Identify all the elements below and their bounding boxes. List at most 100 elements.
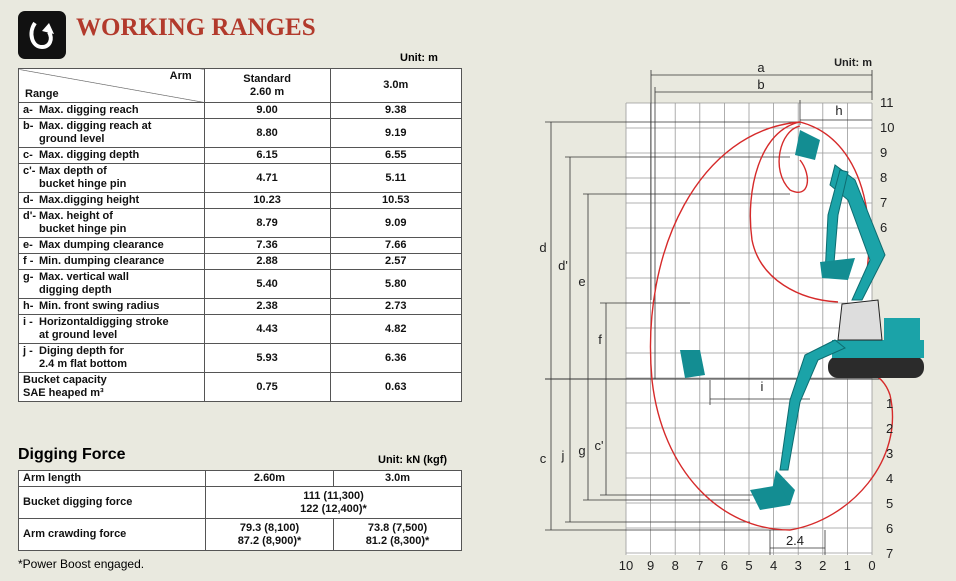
range-key: f - xyxy=(23,255,34,267)
column-header: 3.0m xyxy=(329,68,463,103)
reach-label: 6 xyxy=(721,558,728,573)
force-label: Arm length xyxy=(18,470,206,487)
dimension-label: g xyxy=(578,443,585,458)
value-3m: 10.53 xyxy=(329,192,463,209)
range-key: j - xyxy=(23,345,33,357)
dimension-label: a xyxy=(757,60,765,75)
range-text: Max. digging reach at ground level xyxy=(39,120,152,145)
unit: Unit: m xyxy=(400,52,438,64)
reach-label: 7 xyxy=(696,558,703,573)
range-label: d'- Max. height of bucket hinge pin xyxy=(18,208,205,238)
range-label: d- Max.digging height xyxy=(18,192,205,209)
range-row: c- Max. digging depth 6.15 6.55 xyxy=(18,147,463,164)
range-key: d- xyxy=(23,194,34,206)
range-text: Min. front swing radius xyxy=(39,300,160,312)
range-text: Max. height of bucket hinge pin xyxy=(39,210,127,235)
dimension-lines xyxy=(545,70,873,555)
force-label: Arm crawding force xyxy=(18,518,206,551)
range-row: a- Max. digging reach 9.00 9.38 xyxy=(18,102,463,119)
range-label: f - Min. dumping clearance xyxy=(18,253,205,270)
range-label: j - Diging depth for 2.4 m flat bottom xyxy=(18,343,205,373)
reach-label: 3 xyxy=(795,558,802,573)
depth-label: 6 xyxy=(886,521,893,536)
range-key: c- xyxy=(23,149,33,161)
range-label: i - Horizontaldigging stroke at ground le… xyxy=(18,314,205,344)
dimension-label: d xyxy=(539,240,546,255)
title: WORKING RANGES xyxy=(76,14,316,41)
reach-label: 9 xyxy=(647,558,654,573)
value-3m: 7.66 xyxy=(329,237,463,254)
range-text: Bucket capacity SAE heaped m³ xyxy=(23,374,107,399)
height-label: 11 xyxy=(880,95,894,110)
range-row: b- Max. digging reach at ground level 8.80… xyxy=(18,118,463,148)
height-label: 6 xyxy=(880,220,887,235)
excavator xyxy=(680,130,924,510)
force-value: 79.3 (8,100) 87.2 (8,900)* xyxy=(205,518,334,551)
force-table: Arm length 2.60m 3.0m Bucket digging force 1… xyxy=(18,470,462,551)
range-label: Bucket capacity SAE heaped m³ xyxy=(18,372,205,402)
value-3m: 5.11 xyxy=(329,163,463,193)
unit: Unit: m xyxy=(834,57,872,69)
range-key: d'- xyxy=(23,210,36,222)
range-key: g- xyxy=(23,271,34,283)
value-standard: 10.23 xyxy=(203,192,331,209)
range-text: Max dumping clearance xyxy=(39,239,164,251)
dimension-label: 2.4 xyxy=(786,533,804,548)
force-value: 111 (11,300) 122 (12,400)* xyxy=(205,486,462,519)
value-standard: 5.93 xyxy=(203,343,331,373)
reach-label: 1 xyxy=(844,558,851,573)
range-label: e- Max dumping clearance xyxy=(18,237,205,254)
range-row: f - Min. dumping clearance 2.88 2.57 xyxy=(18,253,463,270)
range-text: Horizontaldigging stroke at ground level xyxy=(39,316,169,341)
range-row: d'- Max. height of bucket hinge pin 8.79 9.… xyxy=(18,208,463,238)
range-text: Max. digging depth xyxy=(39,149,140,161)
range-row: j - Diging depth for 2.4 m flat bottom 5.9… xyxy=(18,343,463,373)
value-3m: 2.57 xyxy=(329,253,463,270)
reach-label: 5 xyxy=(745,558,752,573)
reach-label: 0 xyxy=(868,558,875,573)
value-standard: 2.88 xyxy=(203,253,331,270)
depth-label: 4 xyxy=(886,471,893,486)
force-value: 73.8 (7,500) 81.2 (8,300)* xyxy=(333,518,462,551)
range-key: h- xyxy=(23,300,34,312)
depth-label: 3 xyxy=(886,446,893,461)
range-row: i - Horizontaldigging stroke at ground le… xyxy=(18,314,463,344)
value-standard: 9.00 xyxy=(203,102,331,119)
range-key: a- xyxy=(23,104,33,116)
column-header: Standard 2.60 m xyxy=(203,68,331,103)
range-key: b- xyxy=(23,120,34,132)
ranges-table: Arm Range Standard 2.60 m 3.0m a- Max. diggin… xyxy=(18,68,463,402)
force-row: Arm crawding force 79.3 (8,100) 87.2 (8,9… xyxy=(18,518,462,551)
range-key: c'- xyxy=(23,165,36,177)
range-row: h- Min. front swing radius 2.38 2.73 xyxy=(18,298,463,315)
range-text: Diging depth for 2.4 m flat bottom xyxy=(39,345,128,370)
reach-label: 10 xyxy=(619,558,633,573)
dimension-label: c xyxy=(540,451,547,466)
force-value: 3.0m xyxy=(333,470,462,487)
reach-label: 2 xyxy=(819,558,826,573)
range-label: c'- Max depth of bucket hinge pin xyxy=(18,163,205,193)
depth-label: 2 xyxy=(886,421,893,436)
corner-arm: Arm xyxy=(169,70,192,82)
dimension-label: j xyxy=(561,448,565,463)
range-text: Max. digging reach xyxy=(39,104,139,116)
value-standard: 7.36 xyxy=(203,237,331,254)
range-row: g- Max. vertical wall digging depth 5.40 5.… xyxy=(18,269,463,299)
dimension-label: f xyxy=(598,332,602,347)
range-label: a- Max. digging reach xyxy=(18,102,205,119)
logo xyxy=(18,11,66,59)
range-label: b- Max. digging reach at ground level xyxy=(18,118,205,148)
value-standard: 6.15 xyxy=(203,147,331,164)
value-3m: 0.63 xyxy=(329,372,463,402)
range-label: h- Min. front swing radius xyxy=(18,298,205,315)
range-label: g- Max. vertical wall digging depth xyxy=(18,269,205,299)
range-key: e- xyxy=(23,239,33,251)
value-standard: 5.40 xyxy=(203,269,331,299)
unit: Unit: kN (kgf) xyxy=(378,454,448,466)
height-label: 9 xyxy=(880,145,887,160)
range-text: Max.digging height xyxy=(39,194,140,206)
height-label: 7 xyxy=(880,195,887,210)
range-row: e- Max dumping clearance 7.36 7.66 xyxy=(18,237,463,254)
dimension-label: h xyxy=(835,103,842,118)
force-row: Arm length 2.60m 3.0m xyxy=(18,470,462,487)
